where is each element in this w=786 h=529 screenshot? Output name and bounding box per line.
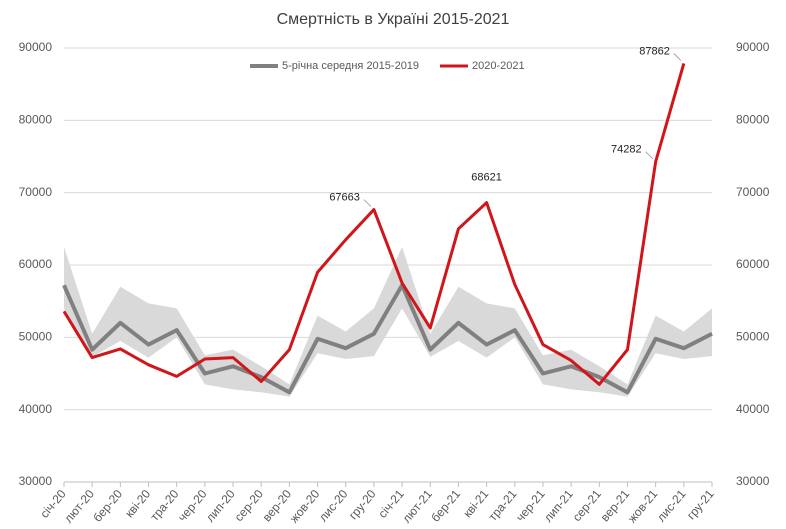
x-tick-label: сер-21 xyxy=(570,487,605,524)
y2-tick-label: 40000 xyxy=(736,402,770,416)
series-line xyxy=(62,63,686,386)
x-tick-label: лип-21 xyxy=(541,487,576,525)
x-tick-label: лис-21 xyxy=(654,487,689,525)
x-tick-label: жов-20 xyxy=(287,487,323,526)
y2-tick-label: 30000 xyxy=(736,474,770,488)
leader-line xyxy=(645,151,654,160)
y2-tick-label: 80000 xyxy=(736,113,770,127)
data-label: 68621 xyxy=(471,172,502,184)
data-label: 67663 xyxy=(329,191,360,203)
x-tick-label: чер-20 xyxy=(175,487,210,525)
y-tick-label: 30000 xyxy=(19,474,53,488)
y-tick-label: 50000 xyxy=(19,330,53,344)
y-tick-label: 90000 xyxy=(19,40,53,54)
x-tick-label: бер-20 xyxy=(90,487,125,525)
x-tick-label: гру-21 xyxy=(684,487,717,522)
y-tick-label: 40000 xyxy=(19,402,53,416)
y-tick-label: 70000 xyxy=(19,185,53,199)
x-tick-label: гру-20 xyxy=(346,487,379,522)
y2-tick-label: 50000 xyxy=(736,330,770,344)
x-tick-label: сер-20 xyxy=(232,487,267,524)
y2-tick-label: 70000 xyxy=(736,185,770,199)
y2-tick-label: 90000 xyxy=(736,40,770,54)
data-label: 74282 xyxy=(611,144,642,156)
legend-label: 5-річна середня 2015-2019 xyxy=(282,60,419,72)
x-tick-label: тра-20 xyxy=(147,487,181,524)
x-tick-label: лют-21 xyxy=(399,487,435,526)
x-tick-label: тра-21 xyxy=(486,487,520,524)
chart-title: Смертність в Україні 2015-2021 xyxy=(277,11,510,28)
range-band xyxy=(64,246,712,397)
data-label: 87862 xyxy=(639,45,670,57)
leader-line xyxy=(363,199,372,207)
y2-tick-label: 60000 xyxy=(736,257,770,271)
x-tick-label: лют-20 xyxy=(61,487,97,526)
legend-label: 2020-2021 xyxy=(472,60,525,72)
x-tick-label: чер-21 xyxy=(513,487,548,525)
leader-line xyxy=(673,53,682,61)
x-tick-label: лис-20 xyxy=(316,487,351,525)
y-tick-label: 60000 xyxy=(19,257,53,271)
x-tick-label: жов-21 xyxy=(625,487,661,526)
y-tick-label: 80000 xyxy=(19,113,53,127)
x-tick-label: бер-21 xyxy=(428,487,463,525)
x-tick-label: лип-20 xyxy=(203,487,238,525)
